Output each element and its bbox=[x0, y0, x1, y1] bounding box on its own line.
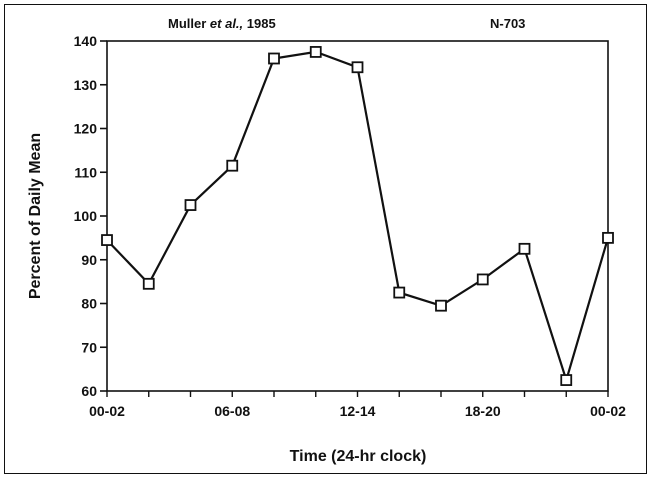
y-tick-label: 90 bbox=[81, 252, 97, 268]
x-tick-label: 18-20 bbox=[465, 403, 501, 419]
data-point-marker bbox=[309, 46, 322, 58]
y-tick-label: 110 bbox=[74, 164, 97, 180]
data-point-marker bbox=[518, 242, 531, 255]
x-tick-label: 00-02 bbox=[590, 403, 626, 419]
y-tick-label: 80 bbox=[81, 296, 97, 312]
y-axis-ticks: 60 70 80 90 100 110 120 130 140 bbox=[74, 33, 107, 399]
y-tick-label: 70 bbox=[81, 339, 97, 355]
citation-author: Muller bbox=[168, 16, 206, 31]
citation-etal: et al., bbox=[210, 16, 243, 31]
y-tick-label: 120 bbox=[74, 121, 98, 137]
data-point-marker bbox=[184, 199, 197, 211]
plot-area bbox=[106, 40, 609, 392]
citation-label: Muller et al., 1985 bbox=[168, 16, 276, 31]
y-axis-label: Percent of Daily Mean bbox=[27, 133, 44, 299]
x-axis-ticks: 00-02 06-08 12-14 18-20 00-02 bbox=[89, 391, 626, 419]
x-axis-label: Time (24-hr clock) bbox=[290, 448, 427, 465]
x-tick-label: 06-08 bbox=[214, 403, 250, 419]
sample-size-label: N-703 bbox=[490, 16, 525, 31]
y-tick-label: 130 bbox=[74, 77, 98, 93]
data-point-marker bbox=[226, 159, 239, 172]
x-tick-label: 00-02 bbox=[89, 403, 125, 419]
data-point-marker bbox=[101, 234, 113, 246]
data-point-marker bbox=[268, 52, 280, 65]
y-tick-label: 100 bbox=[74, 208, 98, 224]
data-point-marker bbox=[142, 277, 155, 290]
data-point-marker bbox=[602, 231, 614, 244]
data-markers bbox=[101, 46, 614, 386]
data-point-marker bbox=[393, 286, 406, 299]
data-point-marker bbox=[435, 299, 447, 312]
series-line bbox=[106, 50, 610, 384]
data-point-marker bbox=[476, 273, 489, 286]
x-tick-label: 12-14 bbox=[340, 403, 376, 419]
data-point-marker bbox=[560, 374, 573, 386]
citation-year: 1985 bbox=[247, 16, 276, 31]
y-tick-label: 60 bbox=[81, 383, 97, 399]
data-point-marker bbox=[351, 61, 364, 74]
y-tick-label: 140 bbox=[74, 33, 98, 49]
